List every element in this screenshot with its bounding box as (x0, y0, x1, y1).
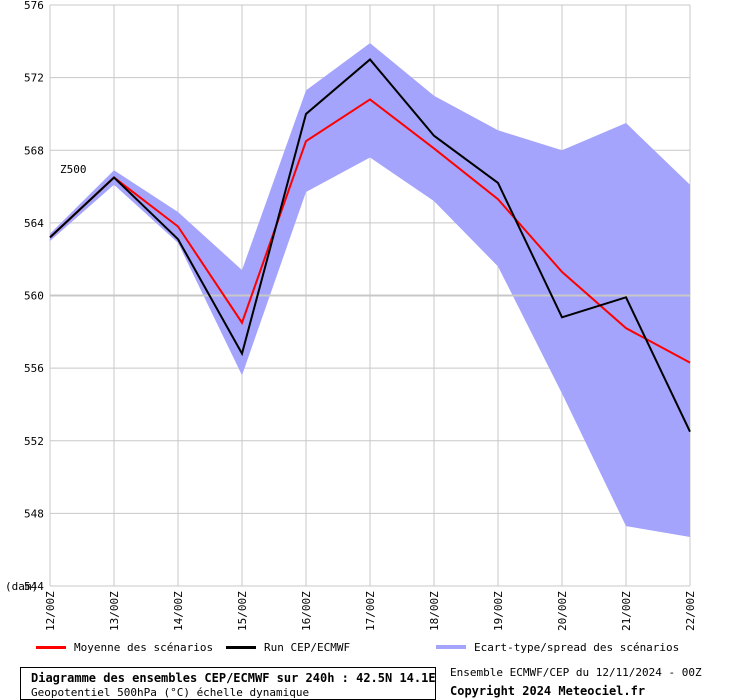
chart-title: Diagramme des ensembles CEP/ECMWF sur 24… (31, 671, 436, 685)
y-tick-label: 568 (24, 144, 44, 157)
series-line-run (49, 58, 691, 433)
legend-swatch-spread (436, 645, 466, 649)
x-tick-label: 19/00Z (492, 591, 505, 631)
x-tick-label: 18/00Z (428, 591, 441, 631)
legend-swatch-run (226, 646, 256, 649)
x-tick-label: 20/00Z (556, 591, 569, 631)
x-tick-label: 15/00Z (236, 591, 249, 631)
y-tick-label: 556 (24, 362, 44, 375)
legend-swatch-mean (36, 646, 66, 649)
y-tick-label: 544 (24, 580, 44, 593)
spread-band (50, 43, 690, 537)
y-tick-label: 552 (24, 435, 44, 448)
y-axis-label: (dam) (5, 580, 38, 593)
series-line-mean (49, 98, 691, 364)
ensemble-info: Ensemble ECMWF/CEP du 12/11/2024 - 00Z (450, 666, 702, 679)
legend-label-spread: Ecart-type/spread des scénarios (474, 641, 679, 654)
chart-info-box: Diagramme des ensembles CEP/ECMWF sur 24… (20, 667, 436, 700)
y-tick-labels: 544 548 552 556 560 564 568 572 576 (24, 0, 44, 593)
copyright: Copyright 2024 Meteociel.fr (450, 684, 646, 698)
x-tick-label: 13/00Z (108, 591, 121, 631)
x-tick-label: 12/00Z (44, 591, 57, 631)
x-tick-label: 22/00Z (684, 591, 697, 631)
y-tick-label: 564 (24, 217, 44, 230)
x-tick-label: 17/00Z (364, 591, 377, 631)
x-tick-label: 21/00Z (620, 591, 633, 631)
legend: Moyenne des scénarios Run CEP/ECMWF Ecar… (36, 641, 679, 654)
x-tick-label: 16/00Z (300, 591, 313, 631)
y-tick-label: 548 (24, 507, 44, 520)
legend-label-mean: Moyenne des scénarios (74, 641, 213, 654)
x-tick-labels: 12/00Z 13/00Z 14/00Z 15/00Z 16/00Z 17/00Z 18/0… (44, 591, 697, 631)
legend-label-run: Run CEP/ECMWF (264, 641, 350, 654)
y-tick-label: 560 (24, 290, 44, 303)
y-tick-label: 576 (24, 0, 44, 12)
series-label: Z500 (60, 163, 87, 176)
y-tick-label: 572 (24, 72, 44, 85)
x-tick-label: 14/00Z (172, 591, 185, 631)
chart-subtitle: Geopotentiel 500hPa (°C) échelle dynamiq… (31, 686, 310, 699)
